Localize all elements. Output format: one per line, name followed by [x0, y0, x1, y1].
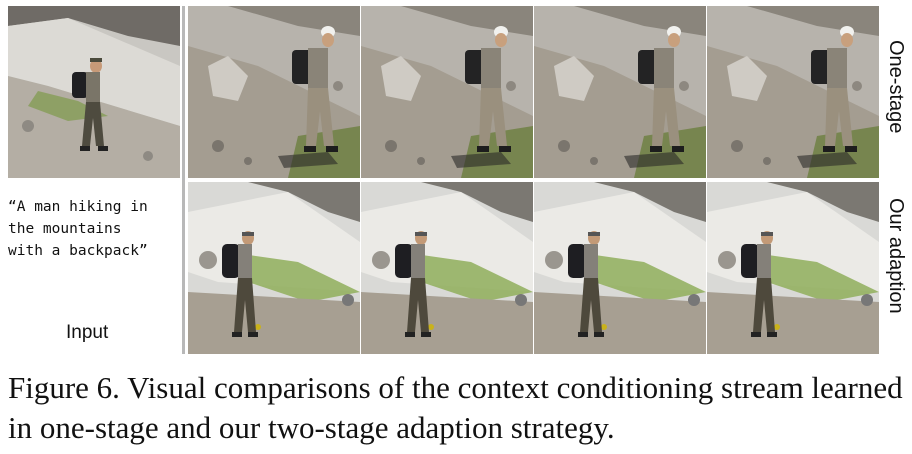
- our-adaption-frame-2: [361, 182, 533, 354]
- one-stage-frame-1: [188, 6, 360, 178]
- one-stage-frame-2: [361, 6, 533, 178]
- our-adaption-frame-3: [534, 182, 706, 354]
- input-prompt: “A man hiking in the mountains with a ba…: [8, 199, 148, 259]
- input-label: Input: [66, 322, 109, 343]
- our-adaption-frame-4: [707, 182, 879, 354]
- figure-caption: Figure 6. Visual comparisons of the cont…: [8, 370, 903, 445]
- row-label-one-stage: One-stage: [885, 40, 907, 134]
- one-stage-frame-4: [707, 6, 879, 178]
- one-stage-frame-3: [534, 6, 706, 178]
- input-image: [8, 6, 180, 178]
- row-label-our-adaption: Our adaption: [885, 198, 907, 314]
- hiker-photo-icon: [8, 6, 180, 178]
- column-divider: [182, 6, 185, 354]
- figure-6: “A man hiking in the mountains with a ba…: [8, 6, 907, 354]
- our-adaption-frame-1: [188, 182, 360, 354]
